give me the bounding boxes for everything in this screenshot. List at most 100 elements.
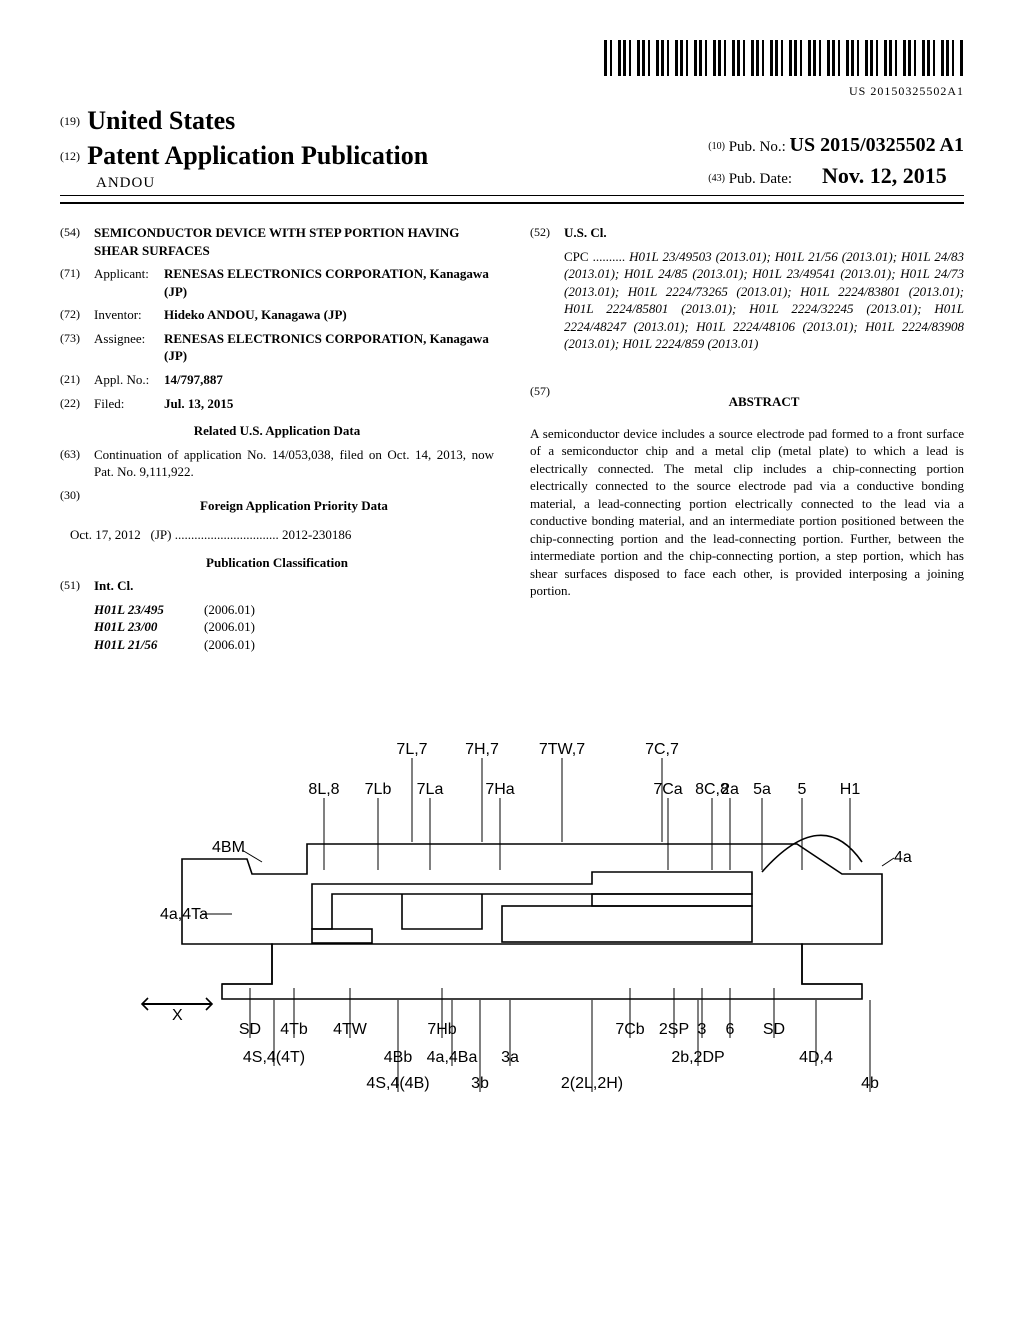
intcl-list: H01L 23/495 (2006.01) H01L 23/00 (2006.0… — [94, 601, 494, 654]
figure-label: H1 — [840, 781, 861, 798]
figure-label: 5a — [753, 781, 771, 798]
field-63: (63) Continuation of application No. 14/… — [60, 446, 494, 481]
intcl-item: H01L 23/00 (2006.01) — [94, 618, 494, 636]
intcl-label: Int. Cl. — [94, 578, 133, 593]
barcode-text: US 20150325502A1 — [60, 83, 964, 99]
field-30-number: (30) — [60, 487, 94, 521]
pub-no: US 2015/0325502 A1 — [790, 134, 964, 156]
rule-thick — [60, 202, 964, 204]
figure-label: 7TW,7 — [539, 741, 585, 758]
figure-label: 7H,7 — [465, 741, 499, 758]
assignee-label: Assignee: — [94, 330, 164, 365]
cpc-codes: H01L 23/49503 (2013.01); H01L 21/56 (201… — [564, 249, 964, 352]
field-52-number: (52) — [530, 224, 564, 242]
field-72: (72) Inventor: Hideko ANDOU, Kanagawa (J… — [60, 306, 494, 324]
field-73: (73) Assignee: RENESAS ELECTRONICS CORPO… — [60, 330, 494, 365]
field-19-number: (19) — [60, 114, 80, 128]
figure-label: 2a — [721, 781, 739, 798]
bottom-row2: 4S,4(4T)4Bb4a,4Ba3a2b,2DP4D,4 — [243, 1000, 833, 1066]
field-57-number: (57) — [530, 383, 564, 417]
pub-no-label: Pub. No.: — [729, 139, 786, 155]
assignee-value: RENESAS ELECTRONICS CORPORATION, Kanagaw… — [164, 331, 489, 364]
continuation-text: Continuation of application No. 14/053,0… — [94, 446, 494, 481]
field-10-number: (10) — [708, 141, 725, 152]
pub-date: Nov. 12, 2015 — [822, 163, 947, 188]
header-row: (19) United States (12) Patent Applicati… — [60, 103, 964, 193]
header-left: (19) United States (12) Patent Applicati… — [60, 103, 428, 193]
leader-4a-right — [882, 858, 894, 866]
field-54: (54) SEMICONDUCTOR DEVICE WITH STEP PORT… — [60, 224, 494, 259]
axis-x-label: X — [172, 1007, 183, 1024]
field-63-number: (63) — [60, 446, 94, 481]
figure-label: 7L,7 — [396, 741, 427, 758]
field-52: (52) U.S. Cl. — [530, 224, 964, 242]
biblio-columns: (54) SEMICONDUCTOR DEVICE WITH STEP PORT… — [60, 218, 964, 653]
field-43-number: (43) — [708, 173, 725, 184]
priority-row: Oct. 17, 2012 (JP) .....................… — [70, 526, 494, 544]
inventor-label: Inventor: — [94, 306, 164, 324]
filed-value: Jul. 13, 2015 — [164, 396, 233, 411]
field-54-number: (54) — [60, 224, 94, 259]
header-right: (10) Pub. No.: US 2015/0325502 A1 (43) P… — [708, 130, 964, 193]
intcl-item: H01L 23/495 (2006.01) — [94, 601, 494, 619]
bottom-row1: SD4Tb4TW7Hb7Cb2SP36SD — [239, 988, 785, 1038]
applicant-label: Applicant: — [94, 265, 164, 300]
field-51: (51) Int. Cl. — [60, 577, 494, 595]
figure-svg: 7L,77H,77TW,77C,7 8L,87Lb7La7Ha8C,85a5H1… — [102, 684, 922, 1104]
field-57: (57) ABSTRACT — [530, 383, 964, 417]
chip — [502, 906, 752, 942]
figure-label: 5 — [798, 781, 807, 798]
intcl-code: H01L 23/00 — [94, 618, 204, 636]
figure-label: 7Lb — [365, 781, 392, 798]
figure-label: 8L,8 — [308, 781, 339, 798]
abstract-text: A semiconductor device includes a source… — [530, 425, 964, 600]
barcode-block: US 20150325502A1 — [60, 40, 964, 99]
field-21: (21) Appl. No.: 14/797,887 — [60, 371, 494, 389]
figure-label: 7La — [417, 781, 444, 798]
figure-label: 7C,7 — [645, 741, 679, 758]
barcode-graphic — [604, 40, 964, 76]
leader-4bm — [242, 850, 262, 862]
intcl-version: (2006.01) — [204, 618, 255, 636]
applno-value: 14/797,887 — [164, 372, 223, 387]
applno-label: Appl. No.: — [94, 371, 164, 389]
intcl-code: H01L 23/495 — [94, 601, 204, 619]
related-app-header: Related U.S. Application Data — [60, 422, 494, 440]
field-21-number: (21) — [60, 371, 94, 389]
figure-label: 7Ca — [653, 781, 682, 798]
encapsulant-outline — [182, 844, 882, 999]
applicant-value: RENESAS ELECTRONICS CORPORATION, Kanagaw… — [164, 266, 489, 299]
adhesive-lead — [312, 929, 372, 943]
filed-label: Filed: — [94, 395, 164, 413]
field-73-number: (73) — [60, 330, 94, 365]
field-71: (71) Applicant: RENESAS ELECTRONICS CORP… — [60, 265, 494, 300]
bottom-row3: 4S,4(4B)3b2(2L,2H)4b — [366, 1000, 879, 1092]
right-column: (52) U.S. Cl. CPC .......... H01L 23/495… — [530, 218, 964, 653]
step-region — [402, 894, 482, 929]
inventor-value: Hideko ANDOU, Kanagawa (JP) — [164, 307, 347, 322]
priority-cc: (JP) — [151, 526, 172, 544]
left-column: (54) SEMICONDUCTOR DEVICE WITH STEP PORT… — [60, 218, 494, 653]
rule-thin — [60, 195, 964, 196]
priority-number: 2012-230186 — [282, 526, 351, 544]
field-22-number: (22) — [60, 395, 94, 413]
doc-type: Patent Application Publication — [87, 141, 428, 170]
author-name: ANDOU — [96, 173, 428, 193]
label-4a4ta: 4a,4Ta — [160, 906, 208, 923]
country: United States — [87, 106, 235, 135]
figure-label: 7Ha — [485, 781, 514, 798]
uscl-label: U.S. Cl. — [564, 225, 607, 240]
intcl-version: (2006.01) — [204, 601, 255, 619]
invention-title: SEMICONDUCTOR DEVICE WITH STEP PORTION H… — [94, 224, 494, 259]
abstract-header: ABSTRACT — [564, 393, 964, 411]
label-4bm: 4BM — [212, 839, 245, 856]
field-71-number: (71) — [60, 265, 94, 300]
field-22: (22) Filed: Jul. 13, 2015 — [60, 395, 494, 413]
field-12-number: (12) — [60, 149, 80, 163]
field-30: (30) Foreign Application Priority Data — [60, 487, 494, 521]
priority-date: Oct. 17, 2012 — [70, 526, 141, 544]
cpc-lead: CPC .......... — [564, 249, 625, 264]
pub-date-label: Pub. Date: — [729, 171, 792, 187]
priority-dots: ................................ — [175, 526, 279, 544]
adhesive-chip — [592, 894, 752, 906]
